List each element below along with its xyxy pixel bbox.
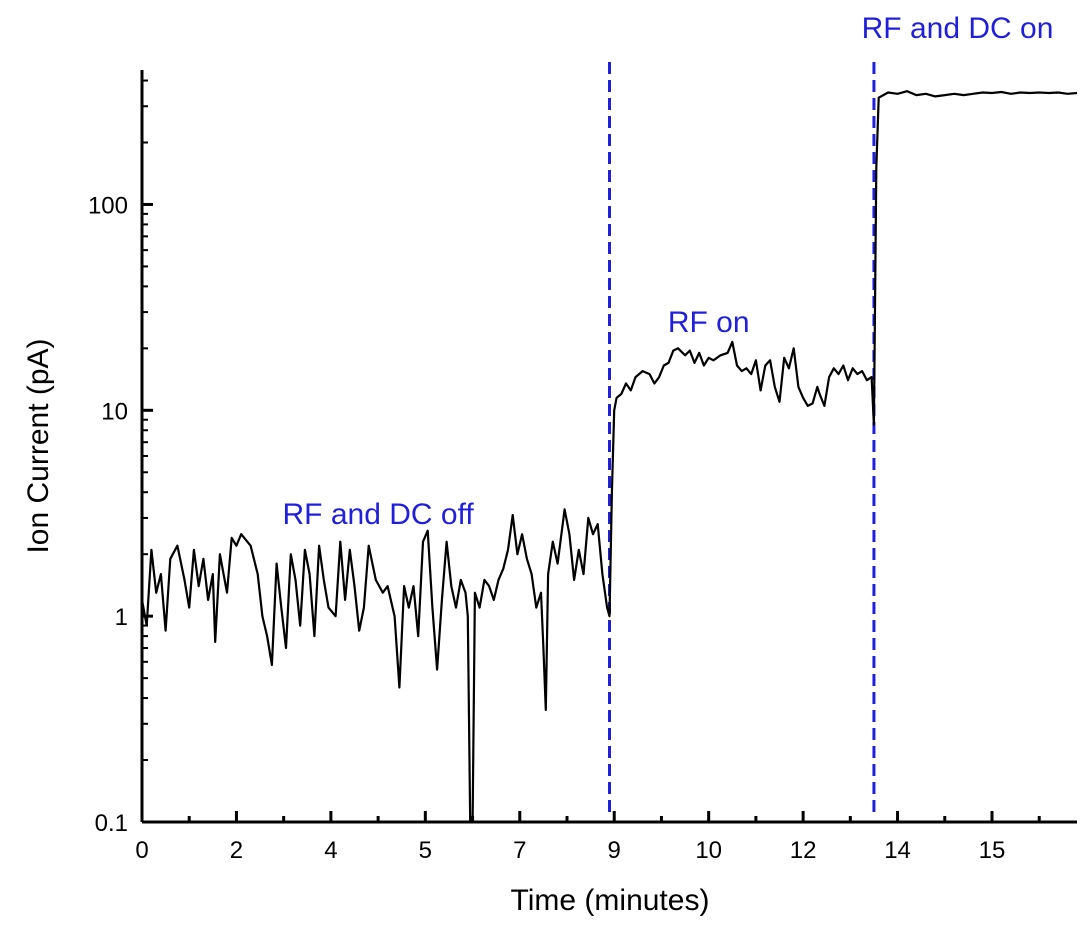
series-layer — [140, 90, 1078, 824]
x-axis-title: Time (minutes) — [511, 884, 710, 917]
y-tick-label: 1 — [115, 604, 128, 631]
y-axis-title: Ion Current (pA) — [22, 338, 55, 553]
phase-markers — [608, 62, 876, 812]
x-tick-label: 15 — [979, 837, 1006, 864]
x-tick-label: 12 — [790, 837, 817, 864]
x-tick-label: 9 — [608, 837, 621, 864]
x-tick-label: 2 — [230, 837, 243, 864]
y-tick-label: 100 — [88, 192, 128, 219]
x-tick-label: 10 — [695, 837, 722, 864]
annotations: RF and DC off RF on RF and DC on — [283, 12, 1054, 531]
x-tick-label: 0 — [135, 837, 148, 864]
x-ticks: 0 2 4 5 7 9 10 12 14 15 — [135, 811, 1041, 864]
annotation-2: RF on — [668, 306, 750, 339]
y-tick-label: 0.1 — [95, 810, 128, 837]
x-tick-label: 4 — [324, 837, 337, 864]
annotation-1: RF and DC off — [283, 498, 475, 531]
series-line-1 — [140, 90, 1078, 824]
axes — [140, 70, 1077, 824]
x-tick-label: 14 — [884, 837, 911, 864]
y-tick-label: 10 — [101, 398, 128, 425]
y-ticks: 0.1 1 10 100 — [88, 79, 153, 837]
x-tick-label: 5 — [419, 837, 432, 864]
x-tick-label: 7 — [513, 837, 526, 864]
annotation-3: RF and DC on — [862, 12, 1054, 45]
